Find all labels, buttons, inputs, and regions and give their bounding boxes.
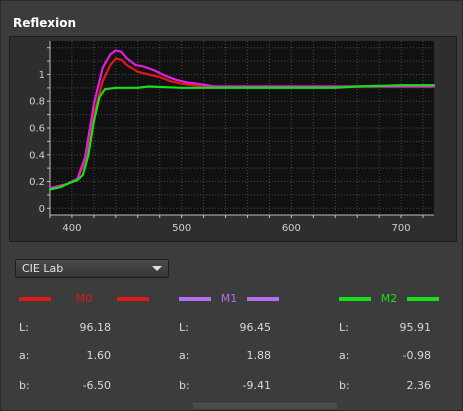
chart-frame: 0 0.2 0.4 0.6 0.8 1 400 500 600 700 — [9, 36, 457, 242]
resize-handle[interactable] — [193, 403, 337, 409]
value-a: -0.98 — [402, 349, 431, 362]
y-tick-label: 0 — [39, 204, 45, 215]
value-row-l: L: 95.91 — [339, 321, 431, 335]
value-row-b: b: -9.41 — [179, 379, 271, 393]
label-l: L: — [179, 321, 189, 334]
reflexion-chart: 0 0.2 0.4 0.6 0.8 1 400 500 600 700 — [29, 41, 436, 234]
label-b: b: — [339, 379, 350, 392]
panel-title: Reflexion — [13, 16, 77, 30]
legend-m0: M0 — [19, 292, 149, 305]
y-tick-label: 0.8 — [29, 97, 45, 108]
value-row-l: L: 96.18 — [19, 321, 111, 335]
value-l: 95.91 — [399, 321, 432, 334]
y-tick-label: 1 — [39, 70, 45, 81]
value-b: -9.41 — [242, 379, 271, 392]
series-line-1 — [48, 49, 436, 190]
color-space-dropdown[interactable]: CIE Lab — [15, 259, 169, 278]
x-tick-label: 600 — [282, 223, 301, 234]
measurement-m1: M1 L: 96.45 a: 1.88 b: -9.41 — [179, 287, 329, 397]
value-l: 96.18 — [79, 321, 112, 334]
legend-line-right — [117, 297, 149, 301]
value-row-b: b: 2.36 — [339, 379, 431, 393]
value-row-l: L: 96.45 — [179, 321, 271, 335]
legend-line-right — [247, 297, 279, 301]
x-tick-label: 700 — [392, 223, 411, 234]
value-b: -6.50 — [82, 379, 111, 392]
color-space-value: CIE Lab — [22, 262, 64, 275]
x-tick-label: 400 — [62, 223, 81, 234]
value-row-b: b: -6.50 — [19, 379, 111, 393]
label-a: a: — [19, 349, 30, 362]
y-tick-label: 0.2 — [29, 177, 45, 188]
label-a: a: — [179, 349, 190, 362]
legend-line-left — [179, 297, 211, 301]
value-row-a: a: -0.98 — [339, 349, 431, 363]
legend-line-right — [407, 297, 439, 301]
measurement-m0: M0 L: 96.18 a: 1.60 b: -6.50 — [19, 287, 169, 397]
value-b: 2.36 — [406, 379, 432, 392]
label-b: b: — [19, 379, 30, 392]
legend-m1: M1 — [179, 292, 279, 305]
value-a: 1.88 — [246, 349, 272, 362]
legend-label: M2 — [380, 292, 398, 305]
legend-m2: M2 — [339, 292, 439, 305]
label-l: L: — [339, 321, 349, 334]
legend-label: M1 — [220, 292, 238, 305]
chevron-down-icon — [152, 266, 162, 271]
label-b: b: — [179, 379, 190, 392]
legend-line-left — [339, 297, 371, 301]
y-tick-label: 0.4 — [29, 150, 45, 161]
legend-line-left — [19, 297, 51, 301]
series-line-2 — [48, 84, 436, 191]
value-row-a: a: 1.60 — [19, 349, 111, 363]
value-l: 96.45 — [239, 321, 272, 334]
x-tick-label: 500 — [172, 223, 191, 234]
value-a: 1.60 — [86, 349, 112, 362]
label-l: L: — [19, 321, 29, 334]
value-row-a: a: 1.88 — [179, 349, 271, 363]
label-a: a: — [339, 349, 350, 362]
measurement-m2: M2 L: 95.91 a: -0.98 b: 2.36 — [339, 287, 463, 397]
legend-label: M0 — [75, 292, 93, 305]
y-tick-label: 0.6 — [29, 124, 45, 135]
